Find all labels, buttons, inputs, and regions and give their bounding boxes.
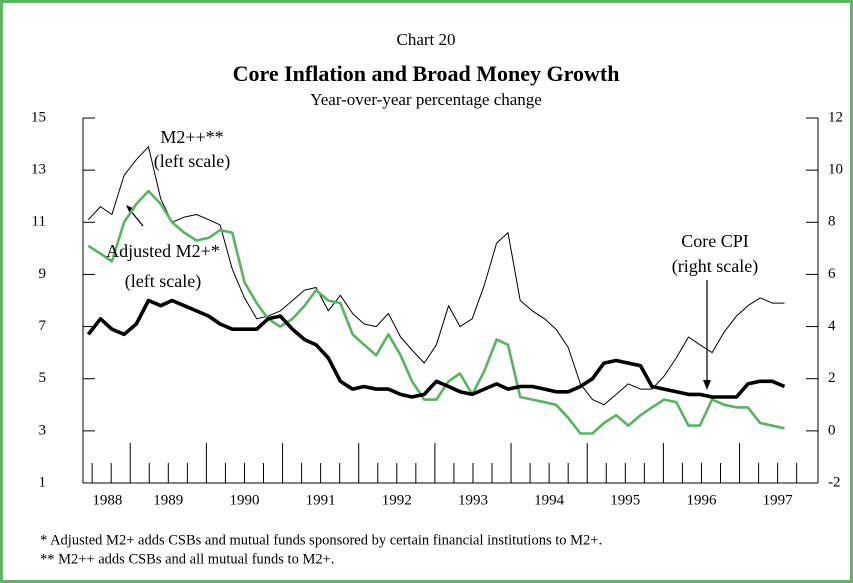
x-tick-label: 1992 — [382, 492, 412, 508]
arrow — [129, 209, 144, 227]
x-tick-label: 1994 — [534, 492, 565, 508]
x-tick-label: 1988 — [92, 492, 122, 508]
chart-number: Chart 20 — [396, 30, 455, 49]
y-tick-label: 15 — [31, 109, 46, 125]
series-line — [87, 146, 785, 406]
series-label: Adjusted M2+* — [106, 241, 220, 261]
y2-tick-label: 6 — [828, 266, 836, 282]
x-tick-label: 1996 — [686, 492, 717, 508]
y-tick-label: 1 — [39, 474, 47, 490]
series-line — [86, 298, 786, 399]
y2-tick-label: 12 — [828, 109, 843, 125]
series-label: M2++** — [160, 127, 223, 147]
y2-tick-label: 0 — [828, 422, 836, 438]
x-tick-label: 1997 — [763, 492, 794, 508]
chart-title: Core Inflation and Broad Money Growth — [233, 61, 620, 86]
arrowhead — [703, 380, 711, 390]
y2-tick-label: 10 — [828, 162, 843, 178]
y-tick-label: 3 — [39, 422, 47, 438]
series-label: Core CPI — [681, 231, 749, 251]
y-tick-label: 7 — [39, 318, 47, 334]
footnote: ** M2++ adds CSBs and all mutual funds t… — [40, 551, 334, 567]
y2-tick-label: -2 — [828, 474, 841, 490]
x-tick-label: 1993 — [458, 492, 488, 508]
x-tick-label: 1991 — [306, 492, 336, 508]
x-tick-label: 1990 — [229, 492, 259, 508]
footnote: * Adjusted M2+ adds CSBs and mutual fund… — [40, 532, 602, 548]
series-note: (left scale) — [125, 271, 201, 292]
x-tick-label: 1995 — [610, 492, 640, 508]
series-note: (right scale) — [672, 256, 758, 277]
y2-tick-label: 2 — [828, 370, 836, 386]
y-tick-label: 11 — [32, 214, 46, 230]
y-tick-label: 5 — [39, 370, 47, 386]
y2-tick-label: 4 — [828, 318, 836, 334]
y-tick-label: 13 — [31, 162, 46, 178]
series-note: (left scale) — [154, 151, 230, 172]
arrowhead — [126, 205, 135, 214]
chart-subtitle: Year-over-year percentage change — [310, 90, 542, 109]
series-line — [87, 189, 785, 435]
y2-tick-label: 8 — [828, 214, 836, 230]
y-tick-label: 9 — [39, 266, 47, 282]
x-tick-label: 1989 — [153, 492, 183, 508]
